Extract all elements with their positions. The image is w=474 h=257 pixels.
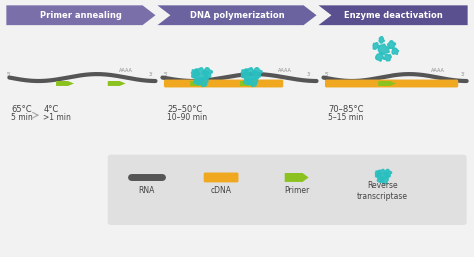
Polygon shape — [6, 5, 155, 25]
Text: RNA: RNA — [138, 186, 155, 195]
Polygon shape — [56, 81, 74, 86]
Polygon shape — [108, 81, 126, 86]
Text: AAAA: AAAA — [431, 68, 445, 73]
Text: Enzyme deactivation: Enzyme deactivation — [344, 11, 442, 20]
Polygon shape — [252, 68, 262, 78]
FancyBboxPatch shape — [325, 79, 458, 87]
Polygon shape — [375, 170, 382, 177]
Polygon shape — [248, 77, 258, 86]
Polygon shape — [241, 69, 249, 78]
Polygon shape — [244, 77, 251, 85]
Polygon shape — [373, 43, 379, 49]
Polygon shape — [376, 52, 384, 61]
Text: 3': 3' — [461, 72, 465, 77]
Polygon shape — [194, 77, 201, 85]
FancyBboxPatch shape — [108, 155, 466, 225]
Text: 5–15 min: 5–15 min — [328, 113, 364, 122]
Polygon shape — [381, 177, 388, 184]
Text: 10–90 min: 10–90 min — [167, 113, 208, 122]
Polygon shape — [240, 81, 258, 86]
Text: AAAA: AAAA — [118, 68, 133, 73]
Text: 70–85°C: 70–85°C — [328, 105, 364, 114]
Polygon shape — [319, 5, 468, 25]
Text: 5': 5' — [164, 72, 168, 77]
Polygon shape — [379, 37, 384, 43]
Text: AAAA: AAAA — [278, 68, 292, 73]
Polygon shape — [198, 77, 208, 86]
Text: Primer annealing: Primer annealing — [40, 11, 122, 20]
Text: 5': 5' — [325, 72, 329, 77]
Polygon shape — [191, 69, 200, 78]
Polygon shape — [190, 81, 208, 86]
Polygon shape — [378, 81, 396, 86]
Polygon shape — [193, 68, 209, 82]
FancyBboxPatch shape — [164, 79, 283, 87]
Polygon shape — [384, 169, 392, 177]
Text: 3': 3' — [148, 72, 153, 77]
Text: 5': 5' — [6, 72, 11, 77]
Text: 65°C: 65°C — [11, 105, 32, 114]
Polygon shape — [285, 173, 309, 182]
Polygon shape — [202, 68, 212, 78]
Polygon shape — [378, 44, 390, 54]
Text: cDNA: cDNA — [210, 186, 232, 195]
FancyBboxPatch shape — [204, 172, 238, 182]
Text: >1 min: >1 min — [43, 113, 71, 122]
Text: Primer: Primer — [284, 186, 309, 195]
Text: 4°C: 4°C — [43, 105, 58, 114]
Polygon shape — [377, 177, 383, 183]
Polygon shape — [377, 169, 389, 180]
Text: DNA polymerization: DNA polymerization — [190, 11, 284, 20]
Text: Reverse
transcriptase: Reverse transcriptase — [356, 181, 408, 201]
Polygon shape — [384, 54, 391, 61]
Polygon shape — [243, 68, 259, 82]
Polygon shape — [388, 41, 395, 48]
Text: 3': 3' — [307, 72, 311, 77]
Polygon shape — [157, 5, 317, 25]
Polygon shape — [392, 48, 399, 54]
Text: 5 min: 5 min — [11, 113, 33, 122]
Text: 25–50°C: 25–50°C — [167, 105, 203, 114]
